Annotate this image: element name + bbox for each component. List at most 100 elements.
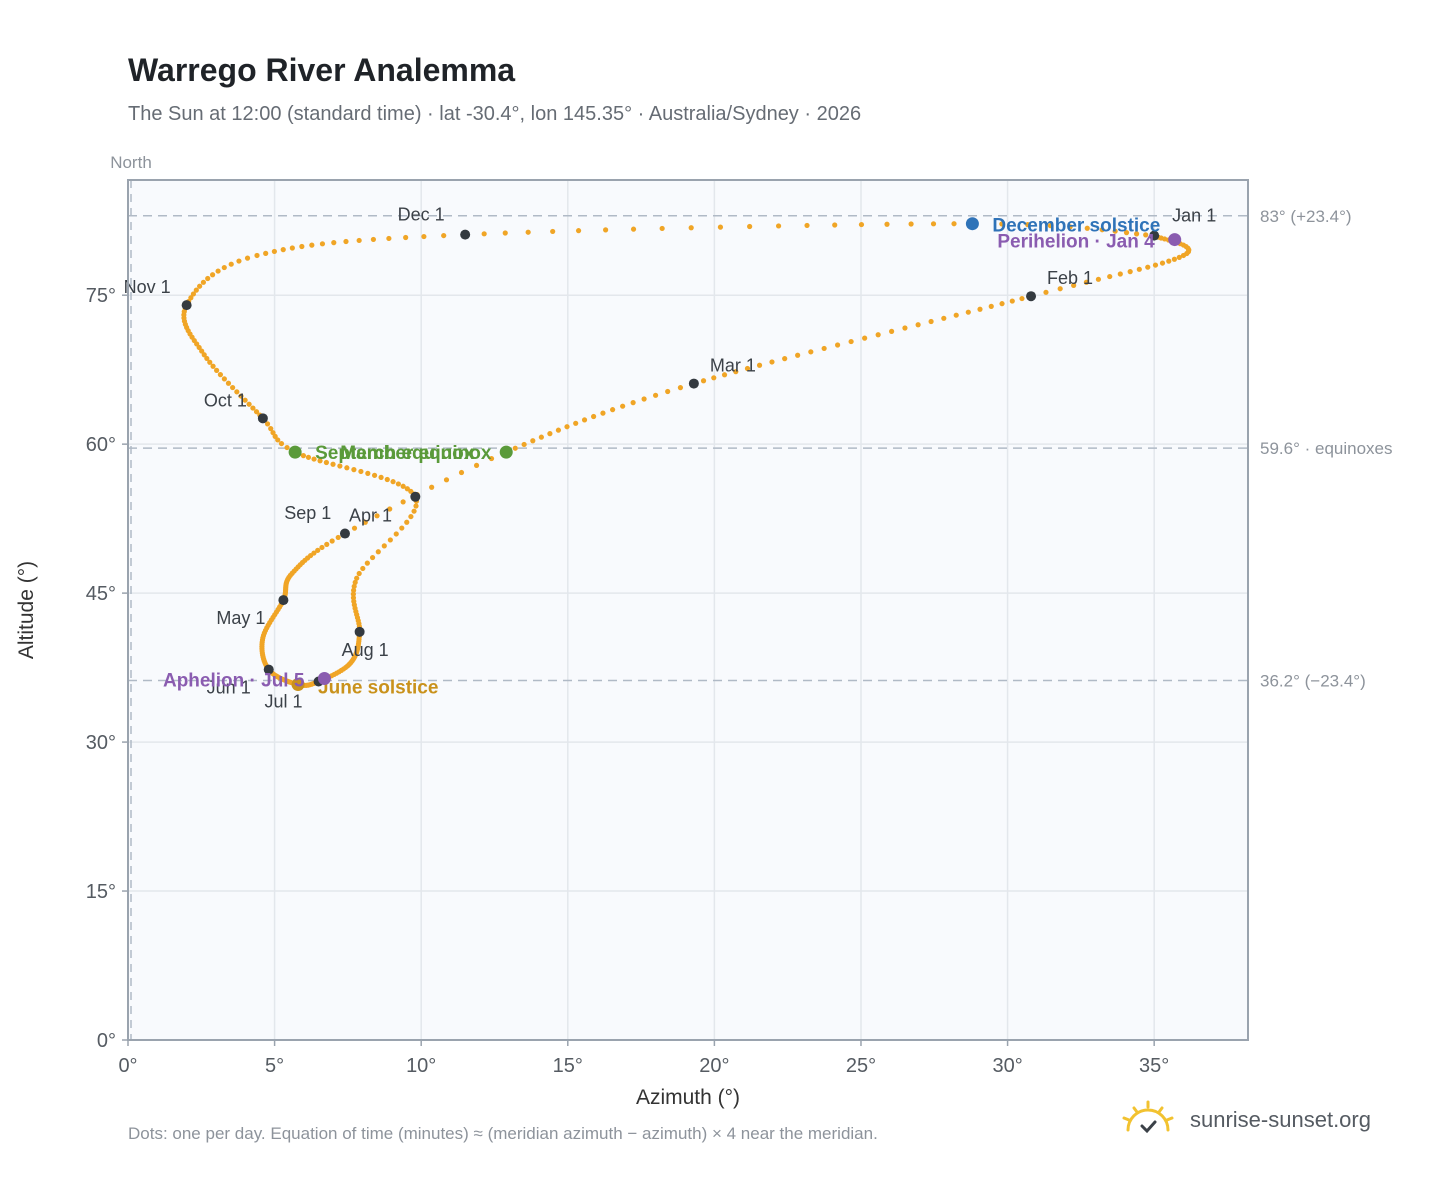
daily-sun-dot bbox=[1127, 269, 1133, 275]
daily-sun-dot bbox=[977, 306, 983, 312]
daily-sun-dot bbox=[902, 325, 908, 331]
daily-sun-dot bbox=[364, 560, 370, 566]
event-marker bbox=[965, 217, 979, 231]
daily-sun-dot bbox=[1025, 222, 1031, 228]
y-tick-label: 30° bbox=[86, 732, 116, 754]
daily-sun-dot bbox=[350, 595, 357, 601]
daily-sun-dot bbox=[1166, 258, 1172, 264]
daily-sun-dot bbox=[502, 230, 508, 236]
month-marker bbox=[263, 664, 274, 675]
daily-sun-dot bbox=[280, 247, 286, 253]
daily-sun-dot bbox=[305, 454, 312, 460]
daily-sun-dot bbox=[564, 424, 570, 430]
daily-sun-dot bbox=[808, 349, 814, 355]
daily-sun-dot bbox=[329, 538, 335, 544]
daily-sun-dot bbox=[677, 385, 684, 391]
daily-sun-dot bbox=[271, 248, 277, 255]
daily-sun-dot bbox=[386, 235, 392, 242]
daily-sun-dot bbox=[387, 506, 393, 512]
daily-sun-dot bbox=[399, 525, 405, 531]
daily-sun-dot bbox=[319, 241, 326, 247]
daily-sun-dot bbox=[238, 393, 244, 399]
daily-sun-dot bbox=[209, 272, 216, 278]
month-label: Jul 1 bbox=[265, 692, 303, 712]
month-marker bbox=[257, 413, 268, 424]
daily-sun-dot bbox=[284, 444, 290, 451]
daily-sun-dot bbox=[234, 389, 240, 395]
event-marker bbox=[291, 677, 305, 691]
daily-sun-dot bbox=[319, 544, 325, 551]
daily-sun-dot bbox=[908, 221, 914, 227]
daily-sun-dot bbox=[330, 461, 336, 467]
daily-sun-dot bbox=[300, 453, 307, 459]
daily-sun-dot bbox=[641, 396, 647, 402]
daily-sun-dot bbox=[404, 519, 410, 525]
daily-sun-dot bbox=[988, 303, 994, 309]
daily-sun-dot bbox=[387, 537, 393, 543]
north-label: North bbox=[110, 153, 152, 172]
daily-sun-dot bbox=[190, 291, 197, 297]
daily-sun-dot bbox=[665, 388, 671, 395]
event-label: June solstice bbox=[318, 677, 438, 698]
event-label: March equinox bbox=[340, 443, 475, 464]
daily-sun-dot bbox=[356, 237, 362, 244]
daily-sun-dot bbox=[343, 238, 349, 245]
daily-sun-dot bbox=[1145, 264, 1151, 270]
x-tick-label: 30° bbox=[992, 1055, 1022, 1077]
daily-sun-dot bbox=[225, 380, 232, 386]
daily-sun-dot bbox=[875, 332, 881, 338]
daily-sun-dot bbox=[441, 232, 447, 239]
daily-sun-dot bbox=[889, 328, 895, 334]
y-tick-label: 45° bbox=[86, 583, 116, 605]
daily-sun-dot bbox=[581, 417, 588, 423]
daily-sun-dot bbox=[404, 486, 410, 492]
daily-sun-dot bbox=[356, 570, 362, 577]
daily-sun-dot bbox=[278, 440, 285, 447]
daily-sun-dot bbox=[199, 348, 205, 354]
daily-sun-dot bbox=[1117, 271, 1123, 277]
daily-sun-dot bbox=[354, 575, 360, 581]
daily-sun-dot bbox=[999, 221, 1005, 227]
daily-sun-dot bbox=[775, 223, 782, 229]
month-marker bbox=[688, 378, 699, 389]
daily-sun-dot bbox=[337, 463, 343, 469]
daily-sun-dot bbox=[246, 401, 252, 407]
daily-sun-dot bbox=[403, 234, 409, 241]
chart-title: Warrego River Analemma bbox=[128, 52, 516, 88]
brand-name[interactable]: sunrise-sunset.org bbox=[1190, 1107, 1371, 1132]
daily-sun-dot bbox=[610, 407, 616, 413]
y-tick-label: 0° bbox=[97, 1030, 116, 1052]
daily-sun-dot bbox=[197, 283, 203, 289]
daily-sun-dot bbox=[289, 245, 295, 251]
daily-sun-dot bbox=[299, 243, 305, 250]
daily-sun-dot bbox=[795, 352, 801, 358]
daily-sun-dot bbox=[473, 462, 480, 469]
daily-sun-dot bbox=[371, 472, 378, 478]
x-tick-label: 25° bbox=[846, 1055, 876, 1077]
daily-sun-dot bbox=[429, 484, 435, 490]
daily-sun-dot bbox=[408, 513, 414, 520]
month-label: Mar 1 bbox=[710, 356, 756, 376]
daily-sun-dot bbox=[941, 315, 947, 321]
daily-sun-dot bbox=[555, 427, 562, 433]
daily-sun-dot bbox=[352, 579, 358, 585]
daily-sun-dot bbox=[421, 233, 427, 240]
daily-sun-dot bbox=[317, 458, 323, 464]
daily-sun-dot bbox=[804, 222, 810, 229]
daily-sun-dot bbox=[358, 468, 364, 475]
daily-sun-dot bbox=[210, 363, 216, 369]
month-marker bbox=[181, 300, 192, 311]
daily-sun-dot bbox=[953, 312, 959, 318]
daily-sun-dot bbox=[207, 359, 213, 365]
event-marker bbox=[499, 445, 513, 459]
daily-sun-dot bbox=[848, 338, 854, 345]
daily-sun-dot bbox=[221, 264, 227, 271]
daily-sun-dot bbox=[1043, 289, 1049, 295]
daily-sun-dot bbox=[1123, 230, 1130, 236]
brand[interactable]: sunrise-sunset.org bbox=[1120, 1100, 1371, 1140]
daily-sun-dot bbox=[458, 469, 465, 476]
daily-sun-dot bbox=[1152, 262, 1159, 268]
daily-sun-dot bbox=[862, 335, 868, 341]
month-marker bbox=[1149, 230, 1160, 241]
